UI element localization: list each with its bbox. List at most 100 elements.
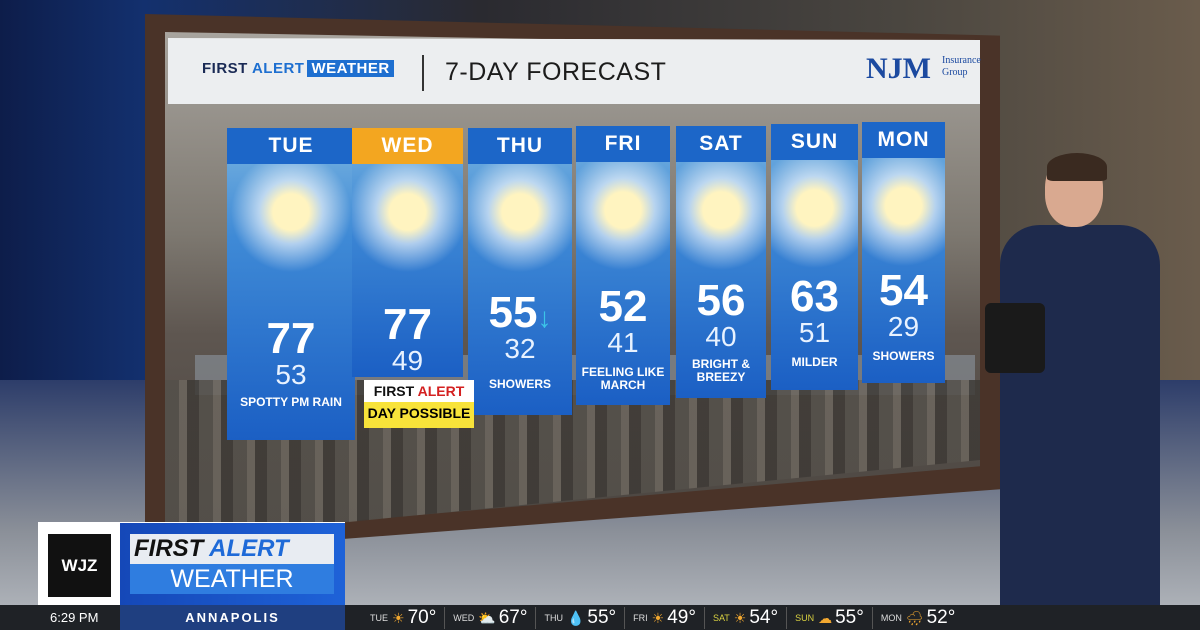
sun-cloud-icon — [576, 162, 670, 282]
low-temp: 53 — [275, 359, 307, 390]
day-label: FRI — [576, 126, 670, 162]
sun-cloud-icon — [771, 160, 858, 280]
rain-cloud-icon: 🌧 — [905, 609, 924, 626]
day-label: WED — [352, 128, 463, 164]
high-temp-value: 55 — [488, 288, 538, 337]
ticker-day-sun: SUN ☁ 55° — [787, 606, 873, 629]
low-temp: 40 — [705, 321, 737, 352]
day-label: TUE — [227, 128, 355, 164]
brand-logo: FIRST ALERT WEATHER — [202, 60, 394, 77]
high-temp: 63 — [771, 275, 858, 319]
brand-first: FIRST — [202, 60, 248, 77]
ticker-day-mon: MON 🌧 52° — [873, 607, 964, 629]
partly-sunny-icon: ⛅ — [478, 609, 496, 626]
day-label: SAT — [676, 126, 766, 162]
high-temp-value: 77 — [266, 314, 316, 363]
high-temp: 54 — [862, 269, 945, 313]
ticker-day-label: SUN — [795, 612, 815, 623]
ticker-day-label: WED — [453, 612, 475, 623]
partly-sunny-icon: ☀ — [651, 609, 665, 626]
ticker-day-wed: WED ⛅ 67° — [445, 606, 537, 629]
cloud-icon: ☁ — [818, 609, 833, 626]
forecast-card-thu: THU 55↓ 32 SHOWERS — [468, 128, 572, 415]
high-temp-value: 52 — [598, 282, 648, 331]
high-temp: 55↓ — [468, 291, 572, 335]
forecast-card-sat: SAT 56 40 BRIGHT & BREEZY — [676, 126, 766, 398]
day-label: SUN — [771, 124, 858, 160]
divider — [422, 55, 424, 91]
location: ANNAPOLIS — [120, 605, 345, 630]
ticker-day-label: FRI — [633, 612, 648, 623]
ticker-temp: 55° — [587, 606, 617, 628]
forecast-note: SHOWERS — [872, 349, 935, 363]
high-temp: 56 — [676, 279, 766, 323]
ticker-day-tue: TUE ☀ 70° — [362, 606, 446, 629]
low-temp: 29 — [887, 311, 920, 342]
tablet — [985, 303, 1045, 373]
meteorologist — [985, 153, 1165, 615]
forecast-note: SPOTTY PM RAIN — [240, 395, 342, 409]
sponsor-logo: NJM Insurance Group — [866, 52, 981, 86]
high-temp-value: 77 — [383, 300, 432, 349]
alert-sub: DAY POSSIBLE — [367, 405, 471, 421]
forecast-card-tue: TUE 77 53 SPOTTY PM RAIN — [227, 128, 355, 440]
high-temp: 77 — [352, 303, 463, 347]
high-temp-value: 56 — [696, 276, 746, 325]
alert-alert: ALERT — [417, 383, 465, 399]
thunderstorm-icon — [352, 164, 463, 284]
ticker-day-label: TUE — [370, 612, 388, 623]
board-header — [168, 38, 980, 104]
high-temp: 77 — [227, 317, 355, 361]
logo-alert: ALERT — [209, 535, 289, 562]
first-alert-badge: FIRST ALERT DAY POSSIBLE — [364, 380, 474, 428]
ticker-day-label: SAT — [712, 612, 730, 623]
low-temp: 41 — [607, 327, 639, 358]
sun-cloud-icon — [676, 162, 766, 282]
forecast-note: BRIGHT & BREEZY — [692, 357, 750, 384]
day-label: THU — [468, 128, 572, 164]
high-temp-value: 54 — [879, 266, 928, 315]
ticker-day-fri: FRI ☀ 49° — [625, 606, 705, 629]
ticker-day-label: THU — [544, 612, 563, 623]
rain-cloud-icon — [468, 164, 572, 284]
sponsor-name: NJM — [866, 52, 931, 85]
sponsor-sub: Insurance Group — [942, 55, 981, 78]
high-temp: 52 — [576, 285, 670, 329]
logo-line1: FIRST ALERT — [130, 534, 334, 564]
ticker-temp: 70° — [407, 606, 437, 628]
page-title: 7-DAY FORECAST — [445, 58, 667, 86]
ticker-day-sat: SAT ☀ 54° — [705, 606, 788, 629]
ticker-temp: 52° — [926, 606, 956, 628]
sun-cloud-icon — [227, 164, 355, 284]
down-arrow-icon: ↓ — [537, 302, 552, 333]
ticker-temp: 55° — [835, 606, 864, 628]
forecast-note: SHOWERS — [488, 377, 551, 391]
ticker-temp: 54° — [749, 606, 779, 628]
clock: 6:29 PM — [50, 610, 99, 625]
station-logo: WJZ — [48, 534, 111, 597]
alert-first: FIRST — [373, 383, 415, 399]
forecast-note: MILDER — [791, 355, 838, 369]
low-temp: 32 — [504, 333, 536, 364]
forecast-note: FEELING LIKE MARCH — [581, 365, 665, 392]
ticker-bar: 6:29 PM ANNAPOLIS TUE ☀ 70° WED ⛅ 67° THU 💧 55° F… — [0, 605, 1200, 630]
forecast-card-fri: FRI 52 41 FEELING LIKE MARCH — [576, 126, 670, 405]
brand-alert: ALERT — [251, 60, 305, 77]
low-temp: 49 — [391, 345, 424, 376]
brand-weather: WEATHER — [307, 60, 394, 77]
ticker-day-label: MON — [880, 612, 902, 623]
partly-sunny-icon: ☀ — [392, 609, 405, 626]
forecast-card-sun: SUN 63 51 MILDER — [771, 124, 858, 390]
rain-drops-icon: 💧 — [566, 609, 585, 626]
forecast-card-mon: MON 54 29 SHOWERS — [862, 122, 945, 383]
alert-line1: FIRST ALERT — [364, 380, 474, 402]
ticker-days: TUE ☀ 70° WED ⛅ 67° THU 💧 55° FRI ☀ 49° SAT ☀ 54° SUN ☁ 5… — [362, 605, 963, 630]
forecast-card-wed: WED 77 49 — [352, 128, 463, 377]
ticker-temp: 49° — [667, 606, 696, 628]
partly-sunny-icon: ☀ — [733, 609, 747, 626]
logo-line2: WEATHER — [130, 564, 334, 594]
logo-first: FIRST — [134, 535, 204, 562]
ticker-day-thu: THU 💧 55° — [536, 606, 626, 629]
ticker-temp: 67° — [498, 606, 528, 628]
low-temp: 51 — [798, 317, 831, 348]
